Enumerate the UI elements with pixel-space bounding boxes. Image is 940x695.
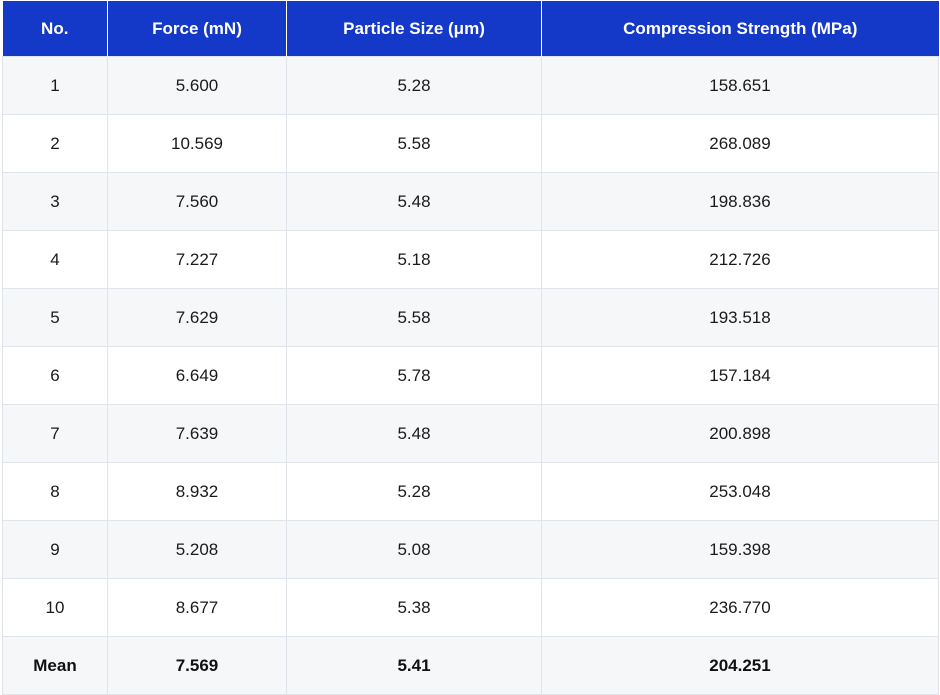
cell-no: 4 — [2, 230, 108, 289]
mean-compression-strength: 204.251 — [541, 636, 939, 695]
cell-force: 7.639 — [107, 404, 287, 463]
cell-no: 8 — [2, 462, 108, 521]
cell-no: 7 — [2, 404, 108, 463]
table-row: 5 7.629 5.58 193.518 — [2, 288, 939, 347]
cell-no: 1 — [2, 56, 108, 115]
cell-particle-size: 5.28 — [286, 56, 542, 115]
cell-force: 7.629 — [107, 288, 287, 347]
cell-no: 3 — [2, 172, 108, 231]
cell-no: 10 — [2, 578, 108, 637]
cell-particle-size: 5.28 — [286, 462, 542, 521]
table-row: 8 8.932 5.28 253.048 — [2, 462, 939, 521]
cell-compression-strength: 158.651 — [541, 56, 939, 115]
cell-particle-size: 5.58 — [286, 288, 542, 347]
table-row: 2 10.569 5.58 268.089 — [2, 114, 939, 173]
table-row: 3 7.560 5.48 198.836 — [2, 172, 939, 231]
header-no: No. — [2, 1, 108, 57]
cell-particle-size: 5.58 — [286, 114, 542, 173]
table-row: 4 7.227 5.18 212.726 — [2, 230, 939, 289]
header-particle-size: Particle Size (μm) — [286, 1, 542, 57]
cell-particle-size: 5.48 — [286, 404, 542, 463]
table-row: 7 7.639 5.48 200.898 — [2, 404, 939, 463]
cell-force: 10.569 — [107, 114, 287, 173]
cell-no: 9 — [2, 520, 108, 579]
header-force: Force (mN) — [107, 1, 287, 57]
cell-compression-strength: 159.398 — [541, 520, 939, 579]
cell-force: 8.932 — [107, 462, 287, 521]
cell-particle-size: 5.18 — [286, 230, 542, 289]
cell-compression-strength: 198.836 — [541, 172, 939, 231]
mean-label: Mean — [2, 636, 108, 695]
cell-compression-strength: 193.518 — [541, 288, 939, 347]
mean-particle-size: 5.41 — [286, 636, 542, 695]
header-compression-strength: Compression Strength (MPa) — [541, 1, 939, 57]
table-row: 10 8.677 5.38 236.770 — [2, 578, 939, 637]
table-header: No. Force (mN) Particle Size (μm) Compre… — [2, 1, 939, 57]
mean-force: 7.569 — [107, 636, 287, 695]
cell-no: 5 — [2, 288, 108, 347]
cell-particle-size: 5.38 — [286, 578, 542, 637]
cell-compression-strength: 157.184 — [541, 346, 939, 405]
cell-compression-strength: 212.726 — [541, 230, 939, 289]
mean-row: Mean 7.569 5.41 204.251 — [2, 636, 939, 695]
cell-compression-strength: 236.770 — [541, 578, 939, 637]
cell-particle-size: 5.48 — [286, 172, 542, 231]
header-row: No. Force (mN) Particle Size (μm) Compre… — [2, 1, 939, 57]
cell-force: 5.600 — [107, 56, 287, 115]
cell-force: 7.560 — [107, 172, 287, 231]
cell-force: 5.208 — [107, 520, 287, 579]
cell-no: 6 — [2, 346, 108, 405]
cell-compression-strength: 268.089 — [541, 114, 939, 173]
cell-force: 7.227 — [107, 230, 287, 289]
cell-force: 6.649 — [107, 346, 287, 405]
cell-no: 2 — [2, 114, 108, 173]
cell-compression-strength: 253.048 — [541, 462, 939, 521]
table-body: 1 5.600 5.28 158.651 2 10.569 5.58 268.0… — [2, 56, 939, 695]
cell-force: 8.677 — [107, 578, 287, 637]
cell-particle-size: 5.78 — [286, 346, 542, 405]
table-row: 6 6.649 5.78 157.184 — [2, 346, 939, 405]
table-row: 1 5.600 5.28 158.651 — [2, 56, 939, 115]
table-row: 9 5.208 5.08 159.398 — [2, 520, 939, 579]
cell-particle-size: 5.08 — [286, 520, 542, 579]
cell-compression-strength: 200.898 — [541, 404, 939, 463]
